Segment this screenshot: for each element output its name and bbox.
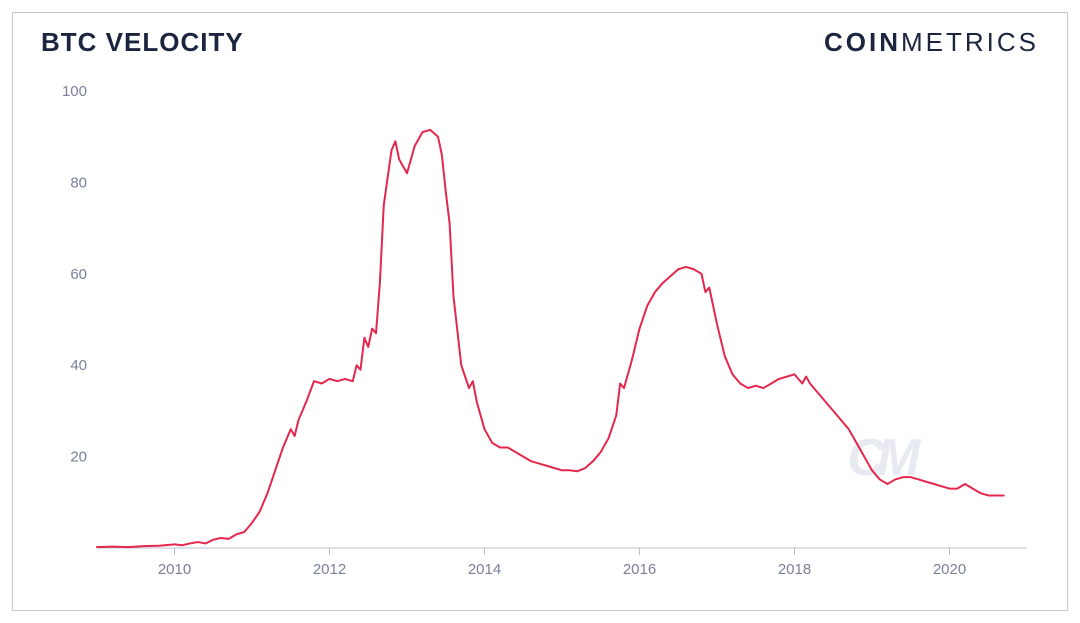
- line-chart-svg: CM20406080100201020122014201620182020: [41, 73, 1039, 588]
- chart-frame: BTC VELOCITY COINMETRICS CM2040608010020…: [12, 12, 1068, 611]
- chart-header: BTC VELOCITY COINMETRICS: [13, 13, 1067, 71]
- x-tick-label: 2018: [778, 561, 811, 578]
- chart-title: BTC VELOCITY: [41, 27, 244, 58]
- x-tick-label: 2020: [933, 561, 966, 578]
- brand-bold: COIN: [824, 27, 901, 57]
- y-tick-label: 80: [70, 174, 87, 191]
- x-tick-label: 2010: [158, 561, 191, 578]
- x-tick-label: 2012: [313, 561, 346, 578]
- x-tick-label: 2016: [623, 561, 656, 578]
- chart-area: CM20406080100201020122014201620182020: [41, 73, 1039, 588]
- y-tick-label: 100: [62, 83, 87, 100]
- y-tick-label: 60: [70, 266, 87, 283]
- x-tick-label: 2014: [468, 561, 501, 578]
- y-tick-label: 20: [70, 449, 87, 466]
- brand-light: METRICS: [901, 27, 1039, 57]
- brand-logo: COINMETRICS: [824, 27, 1039, 58]
- y-tick-label: 40: [70, 357, 87, 374]
